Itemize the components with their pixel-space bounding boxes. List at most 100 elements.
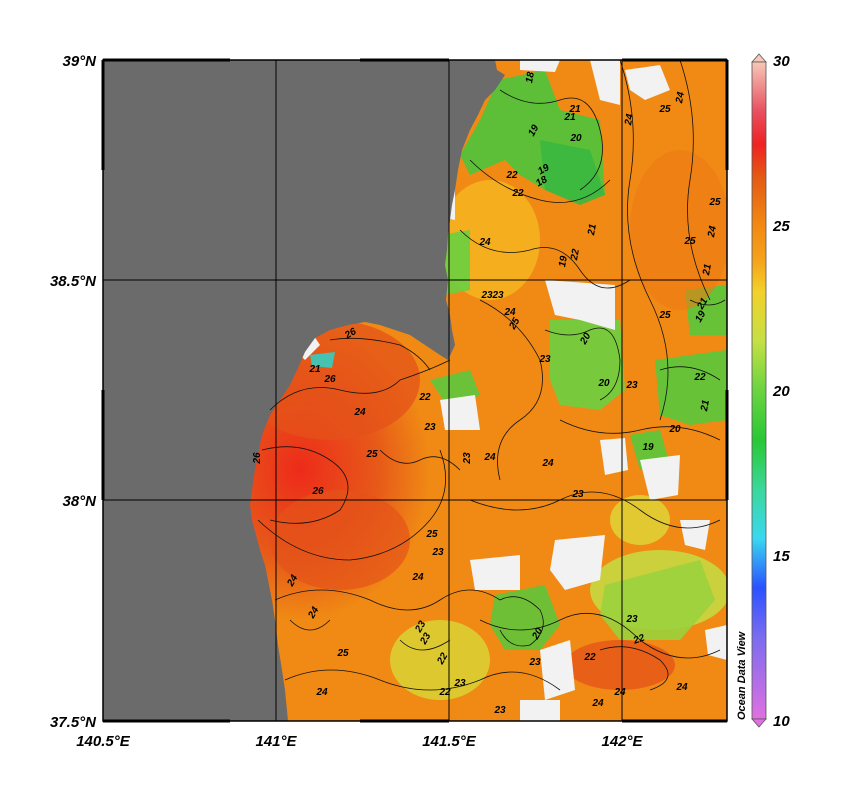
contour-label: 23 — [423, 422, 436, 433]
contour-label: 23 — [413, 619, 429, 635]
contour-label: 23 — [571, 489, 584, 500]
cool-water-patch — [550, 320, 625, 410]
contour-label: 22 — [505, 170, 518, 181]
colorbar-tick-15: 15 — [773, 548, 790, 565]
colorbar-tick-25: 25 — [772, 218, 790, 235]
contour-label: 22 — [511, 188, 524, 199]
land-mass — [103, 60, 505, 721]
contour-label: 20 — [530, 626, 546, 642]
contour-label: 21 — [701, 263, 714, 277]
contour-label: 21 — [568, 104, 581, 115]
contour-label: 25 — [336, 648, 349, 659]
contour-label: 21 — [586, 223, 599, 237]
contour-label: 22 — [693, 372, 706, 383]
contour-label: 21 — [699, 399, 712, 413]
contour-label: 20 — [569, 133, 582, 144]
contour-label: 24 — [483, 452, 496, 463]
contour-label: 24 — [478, 237, 491, 248]
cool-water-patch — [390, 620, 490, 700]
contour-label: 22 — [583, 652, 596, 663]
warm-water-patch — [565, 640, 675, 690]
colorbar-tick-20: 20 — [772, 383, 790, 400]
contour-label: 24 — [503, 307, 516, 318]
contour-label: 25 — [708, 197, 721, 208]
contour-label: 26 — [323, 374, 336, 385]
contour-label: 19 — [557, 255, 570, 268]
colorbar-top-cap — [751, 53, 767, 63]
contour-label: 24 — [613, 687, 626, 698]
contour-label: 24 — [591, 698, 604, 709]
contour-label: 25 — [507, 316, 523, 332]
colorbar-tick-10: 10 — [773, 713, 790, 730]
lat-label-38N: 38°N — [62, 493, 97, 510]
contour-label: 23 — [625, 380, 638, 391]
contour-label: 23 — [528, 657, 541, 668]
lat-label-39N: 39°N — [62, 53, 97, 70]
lon-label-141-5E: 141.5°E — [422, 733, 477, 750]
lon-label-141E: 141°E — [255, 733, 297, 750]
contour-label: 25 — [683, 236, 696, 247]
contour-label: 24 — [353, 407, 366, 418]
contour-label: 19 — [536, 162, 552, 177]
contour-label: 19 — [642, 442, 654, 453]
contour-label: 23 — [431, 547, 444, 558]
contour-label: 24 — [411, 572, 424, 583]
contour-label: 25 — [658, 104, 671, 115]
frame-ticks — [101, 58, 729, 723]
ocean-data-view-watermark: Ocean Data View — [736, 630, 748, 720]
contour-label: 24 — [675, 682, 688, 693]
warm-water-patch — [630, 150, 727, 310]
contour-label: 26 — [311, 486, 324, 497]
contour-label: 25 — [658, 310, 671, 321]
cool-water-patch — [540, 140, 605, 205]
colorbar-tick-30: 30 — [773, 53, 790, 70]
contour-label: 24 — [285, 573, 301, 589]
colorbar-body — [751, 61, 767, 720]
contour-label: 24 — [706, 225, 719, 239]
contour-label: 24 — [541, 458, 554, 469]
contour-labels: 1821222419202119182221221923252521192324… — [252, 71, 721, 716]
contour-label: 23 — [453, 678, 466, 689]
contour-label: 21 — [563, 112, 576, 123]
contour-label: 22 — [435, 651, 451, 667]
contour-label: 26 — [252, 452, 263, 465]
contour-label: 23 — [462, 452, 473, 465]
lon-label-142E: 142°E — [601, 733, 643, 750]
contour-label: 22 — [438, 687, 451, 698]
contour-label: 25 — [425, 529, 438, 540]
contour-label: 24 — [674, 91, 687, 105]
contour-label: 25 — [365, 449, 378, 460]
contour-label: 23 — [625, 614, 638, 625]
isotherm-contours — [257, 60, 726, 691]
contour-label: 20 — [578, 331, 594, 347]
contour-label: 22 — [631, 632, 647, 647]
contour-label: 19 — [693, 309, 708, 325]
contour-label: 23 — [493, 705, 506, 716]
cool-water-patch — [310, 352, 335, 368]
plot-area: 1821222419202119182221221923252521192324… — [103, 60, 727, 721]
contour-label: 20 — [597, 378, 610, 389]
contour-label: 18 — [534, 174, 550, 189]
lat-label-37-5N: 37.5°N — [50, 714, 97, 731]
graticule — [103, 60, 727, 721]
contour-label: 21 — [695, 296, 711, 312]
contour-label: 23 — [538, 354, 551, 365]
colorbar-bottom-cap — [751, 718, 767, 728]
colorbar: 30 25 20 15 10 — [751, 53, 790, 730]
lon-label-140-5E: 140.5°E — [76, 733, 131, 750]
contour-label: 24 — [315, 687, 328, 698]
contour-label: 23 — [491, 290, 504, 301]
cool-water-patch — [600, 560, 715, 640]
contour-label: 24 — [623, 113, 636, 127]
contour-label: 24 — [306, 605, 322, 621]
contour-label: 18 — [524, 71, 537, 84]
contour-label: 26 — [342, 326, 358, 342]
contour-label: 20 — [668, 424, 681, 435]
contour-label: 22 — [569, 248, 582, 262]
cool-water-patch — [655, 350, 727, 425]
contour-label: 23 — [418, 631, 434, 647]
warm-water-patch — [270, 490, 410, 590]
cool-water-patch — [490, 585, 560, 650]
lat-label-38-5N: 38.5°N — [50, 273, 97, 290]
